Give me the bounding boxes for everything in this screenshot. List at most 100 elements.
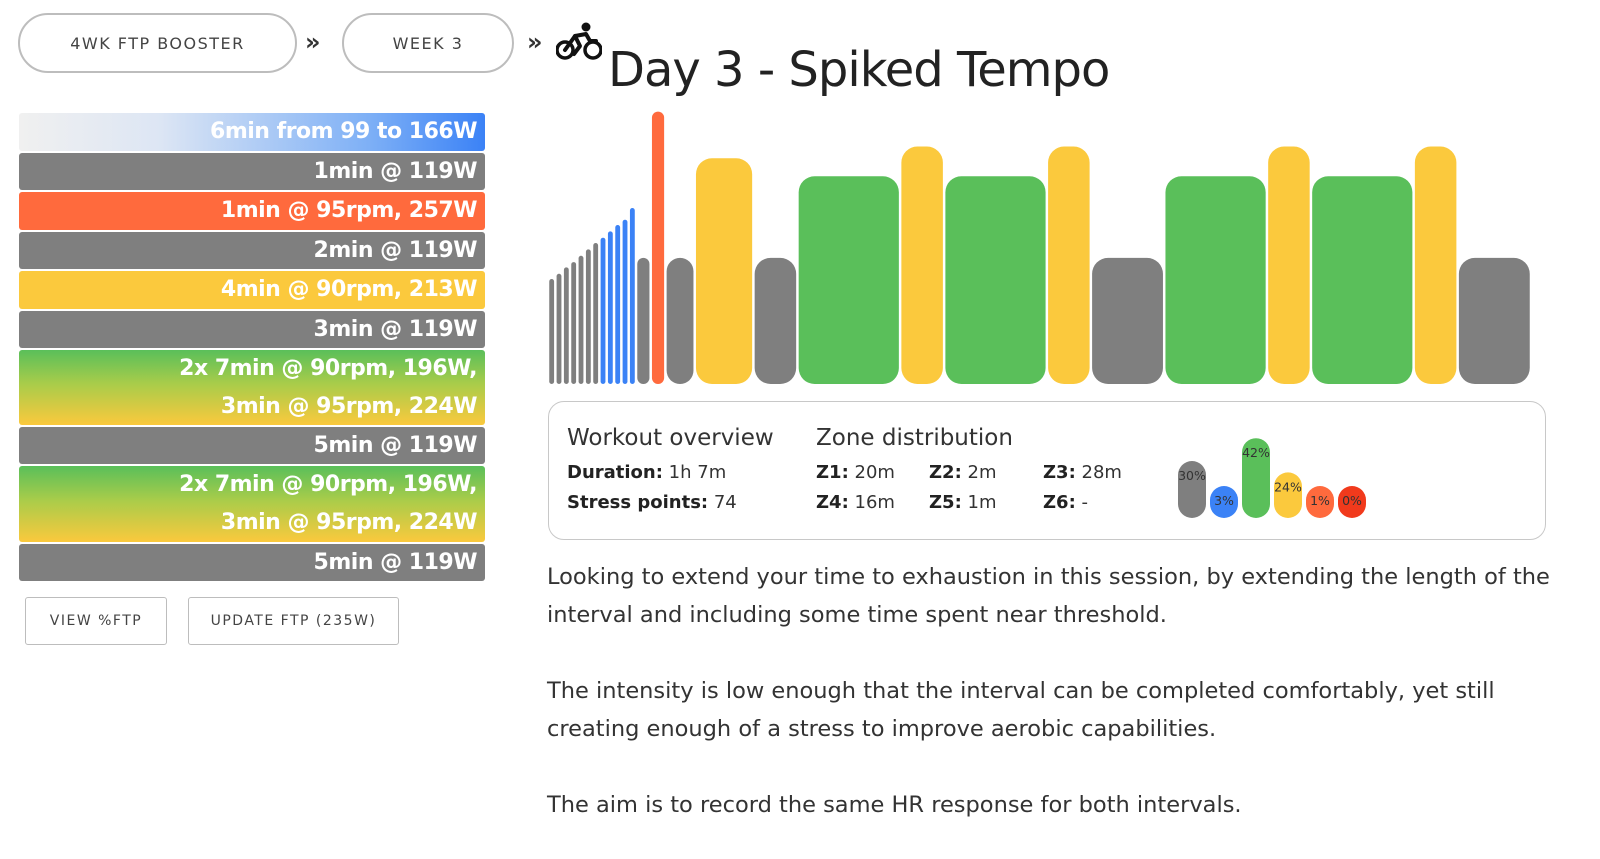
interval-row[interactable]: 2min @ 119W [19, 232, 485, 269]
zone-bar [1274, 472, 1302, 518]
workout-segment-bar [1048, 146, 1090, 384]
description-paragraph: Looking to extend your time to exhaustio… [547, 564, 1550, 628]
workout-segment-bar [571, 262, 577, 384]
duration-row: Duration: 1h 7m [567, 462, 726, 483]
description-paragraph: The intensity is low enough that the int… [547, 678, 1495, 742]
interval-label: 2min @ 119W [313, 238, 478, 263]
interval-label: 6min from 99 to 166W [210, 119, 477, 144]
workout-segment-bar [563, 267, 569, 384]
interval-label: 2x 7min @ 90rpm, 196W, [179, 472, 477, 497]
workout-segment-bar [637, 257, 650, 384]
interval-label: 4min @ 90rpm, 213W [220, 277, 478, 302]
interval-label: 5min @ 119W [313, 550, 478, 575]
zone-stat-label: Z3: [1043, 462, 1076, 483]
workout-segment-bar [578, 255, 584, 384]
week-breadcrumb-label: WEEK 3 [392, 33, 464, 53]
interval-row[interactable]: 1min @ 95rpm, 257W [19, 192, 485, 230]
zone-percent-label: 3% [1214, 493, 1234, 508]
cyclist-icon [556, 22, 602, 60]
zone-distribution-chart: 30% 3% 42% 24% 1% 0% [1178, 438, 1366, 518]
stress-value: 74 [713, 492, 737, 513]
workout-segment-bar [1414, 146, 1457, 384]
workout-segment-bar [607, 231, 613, 384]
zone-stat-value: 2m [967, 462, 997, 483]
view-ftp-button[interactable]: VIEW %FTP [25, 597, 167, 645]
interval-label: 3min @ 95rpm, 224W [220, 393, 478, 419]
zone-stat-value: 28m [1081, 462, 1122, 483]
zone-stat-value: 1m [967, 492, 997, 513]
workout-segment-bar [549, 279, 555, 384]
interval-label: 5min @ 119W [313, 433, 478, 458]
interval-row[interactable]: 6min from 99 to 166W [19, 113, 485, 151]
description-paragraph: The aim is to record the same HR respons… [547, 792, 1242, 818]
interval-row[interactable]: 1min @ 119W [19, 153, 485, 190]
zone-stat-label: Z1: [816, 462, 849, 483]
interval-row[interactable]: 4min @ 90rpm, 213W [19, 271, 485, 309]
zone-stat: Z6: - [1043, 492, 1088, 513]
duration-label: Duration: [567, 462, 663, 483]
breadcrumb-separator-icon: » [305, 28, 321, 56]
zone-bar [1210, 486, 1238, 518]
zone-stat-label: Z2: [929, 462, 962, 483]
zone-stat-label: Z4: [816, 492, 849, 513]
workout-segment-bar [1268, 146, 1310, 384]
workout-segment-bar [622, 219, 628, 384]
workout-segment-bar [1165, 176, 1266, 384]
workout-segment-bar [1312, 176, 1413, 384]
interval-row[interactable]: 3min @ 119W [19, 311, 485, 348]
zone-stat: Z3: 28m [1043, 462, 1122, 483]
workout-segment-bar [556, 273, 562, 384]
week-breadcrumb-button[interactable]: WEEK 3 [342, 13, 514, 73]
zone-stat-label: Z5: [929, 492, 962, 513]
workout-segment-bar [754, 257, 797, 384]
workout-segment-bar [1092, 257, 1163, 384]
zone-bar [1338, 486, 1366, 518]
zone-stat-value: 16m [854, 492, 895, 513]
zone-stat: Z5: 1m [929, 492, 997, 513]
zone-stat-label: Z6: [1043, 492, 1076, 513]
zone-stat-value: 20m [854, 462, 895, 483]
workout-segment-bar [695, 158, 753, 384]
workout-segment-bar [593, 243, 599, 384]
breadcrumb-separator-icon: » [527, 28, 543, 56]
workout-segment-bar [615, 225, 621, 384]
workout-overview-heading: Workout overview [567, 425, 774, 451]
zone-bar [1178, 461, 1206, 518]
workout-segment-bar [600, 237, 606, 384]
interval-label: 2x 7min @ 90rpm, 196W, [179, 356, 477, 381]
workout-segment-bar [1458, 257, 1530, 384]
zone-stat: Z1: 20m [816, 462, 895, 483]
workout-segment-bar [901, 146, 943, 384]
zone-percent-label: 24% [1274, 479, 1302, 494]
update-ftp-label: UPDATE FTP (235W) [210, 613, 377, 629]
workout-segment-bar [798, 176, 899, 384]
interval-row[interactable]: 5min @ 119W [19, 427, 485, 464]
workout-segment-bar [666, 257, 694, 384]
workout-segment-bar [629, 208, 635, 384]
zone-bar [1242, 438, 1270, 518]
workout-overview-panel [548, 401, 1546, 540]
zone-distribution-heading: Zone distribution [816, 425, 1013, 451]
workout-segment-bar [651, 111, 665, 384]
stress-row: Stress points: 74 [567, 492, 737, 513]
view-ftp-label: VIEW %FTP [49, 613, 143, 629]
zone-percent-label: 42% [1242, 445, 1270, 460]
workout-segment-bar [945, 176, 1046, 384]
interval-row[interactable]: 2x 7min @ 90rpm, 196W, 3min @ 95rpm, 224… [19, 466, 485, 542]
stress-label: Stress points: [567, 492, 709, 513]
update-ftp-button[interactable]: UPDATE FTP (235W) [188, 597, 399, 645]
interval-row[interactable]: 5min @ 119W [19, 544, 485, 581]
plan-breadcrumb-button[interactable]: 4WK FTP BOOSTER [18, 13, 297, 73]
zone-stat-value: - [1081, 492, 1089, 513]
zone-percent-label: 30% [1178, 468, 1206, 483]
interval-label: 3min @ 119W [313, 317, 478, 342]
zone-bar [1306, 486, 1334, 518]
interval-row[interactable]: 2x 7min @ 90rpm, 196W, 3min @ 95rpm, 224… [19, 350, 485, 425]
zone-stat: Z4: 16m [816, 492, 895, 513]
zone-stat: Z2: 2m [929, 462, 997, 483]
duration-value: 1h 7m [668, 462, 727, 483]
interval-label: 1min @ 119W [313, 159, 478, 184]
zone-percent-label: 0% [1342, 493, 1362, 508]
interval-label: 3min @ 95rpm, 224W [220, 510, 478, 535]
plan-breadcrumb-label: 4WK FTP BOOSTER [70, 33, 245, 53]
